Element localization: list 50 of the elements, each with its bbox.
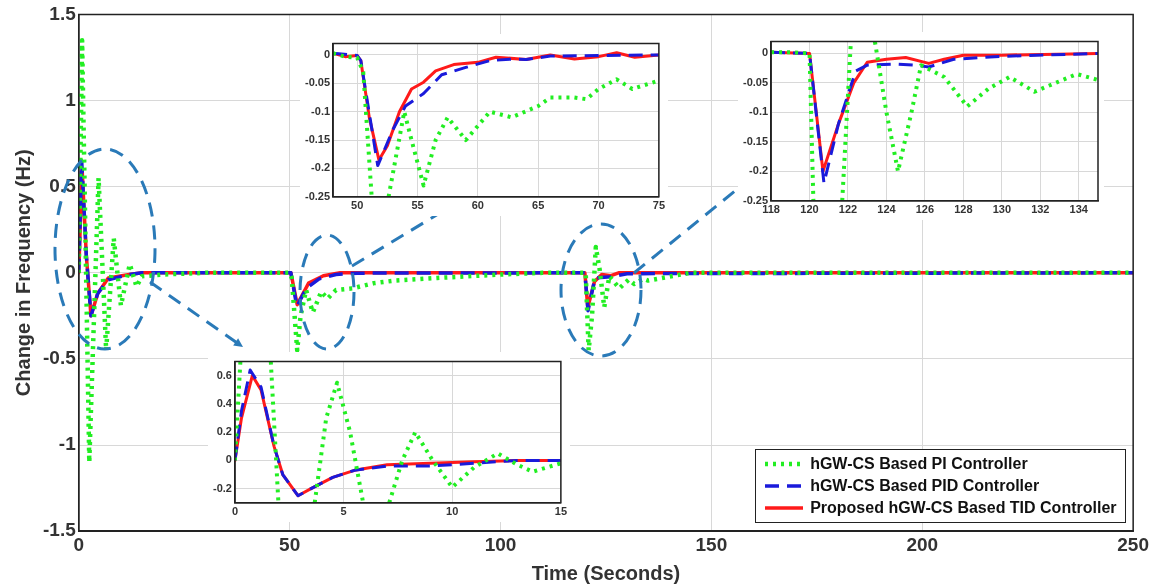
y-tick-label: -0.25 — [304, 189, 331, 202]
y-tick-label: -0.1 — [749, 105, 769, 118]
y-tick-label: -0.05 — [742, 75, 769, 88]
x-tick-label: 200 — [906, 533, 939, 555]
x-tick-label: 118 — [762, 203, 780, 216]
x-tick-label: 134 — [1069, 203, 1089, 216]
legend-label: hGW-CS Based PI Controller — [810, 455, 1028, 474]
y-tick-label: 0.4 — [216, 396, 233, 409]
y-tick-label: 0 — [225, 453, 232, 466]
y-tick-label: 0.2 — [216, 425, 232, 438]
y-tick-label: 1 — [65, 88, 77, 110]
y-tick-label: -0.25 — [742, 193, 769, 206]
x-tick-label: 10 — [446, 505, 459, 518]
y-tick-label: 1.5 — [49, 2, 77, 24]
x-tick-label: 50 — [279, 533, 301, 555]
x-axis-title: Time (Seconds) — [531, 561, 681, 584]
x-tick-label: 150 — [695, 533, 728, 555]
y-tick-label: -0.2 — [311, 161, 331, 174]
x-tick-label: 128 — [954, 203, 973, 216]
y-tick-label: 0 — [65, 261, 76, 283]
y-tick-label: -0.2 — [212, 481, 232, 494]
y-tick-label: 0 — [323, 47, 331, 60]
legend-label: Proposed hGW-CS Based TID Controller — [810, 499, 1117, 518]
x-tick-label: 15 — [554, 505, 568, 518]
x-tick-label: 65 — [532, 199, 545, 212]
x-tick-label: 75 — [652, 199, 666, 212]
x-tick-label: 250 — [1117, 533, 1149, 555]
x-tick-label: 5 — [340, 505, 347, 518]
x-tick-label: 132 — [1031, 203, 1050, 216]
legend-label: hGW-CS Based PID Controller — [810, 477, 1040, 496]
x-tick-label: 130 — [992, 203, 1012, 216]
y-tick-label: -1 — [58, 433, 77, 455]
x-tick-label: 126 — [915, 203, 935, 216]
y-tick-label: -0.5 — [42, 347, 77, 369]
y-axis-title: Change in Frequency (Hz) — [11, 149, 34, 397]
x-tick-label: 120 — [800, 203, 819, 216]
y-tick-label: 0.6 — [216, 368, 232, 381]
x-tick-label: 55 — [411, 199, 424, 212]
x-tick-label: 70 — [592, 199, 605, 212]
y-tick-label: 0 — [761, 46, 769, 59]
y-tick-label: -0.15 — [742, 134, 769, 147]
y-tick-label: -0.2 — [749, 164, 769, 177]
y-tick-label: -0.15 — [304, 133, 331, 146]
x-tick-label: 122 — [838, 203, 858, 216]
y-tick-label: -0.05 — [304, 76, 331, 89]
x-tick-label: 100 — [484, 533, 517, 555]
x-tick-label: 50 — [351, 199, 364, 212]
x-tick-label: 60 — [471, 199, 484, 212]
x-tick-label: 124 — [877, 203, 897, 216]
y-tick-label: -0.1 — [311, 104, 331, 117]
